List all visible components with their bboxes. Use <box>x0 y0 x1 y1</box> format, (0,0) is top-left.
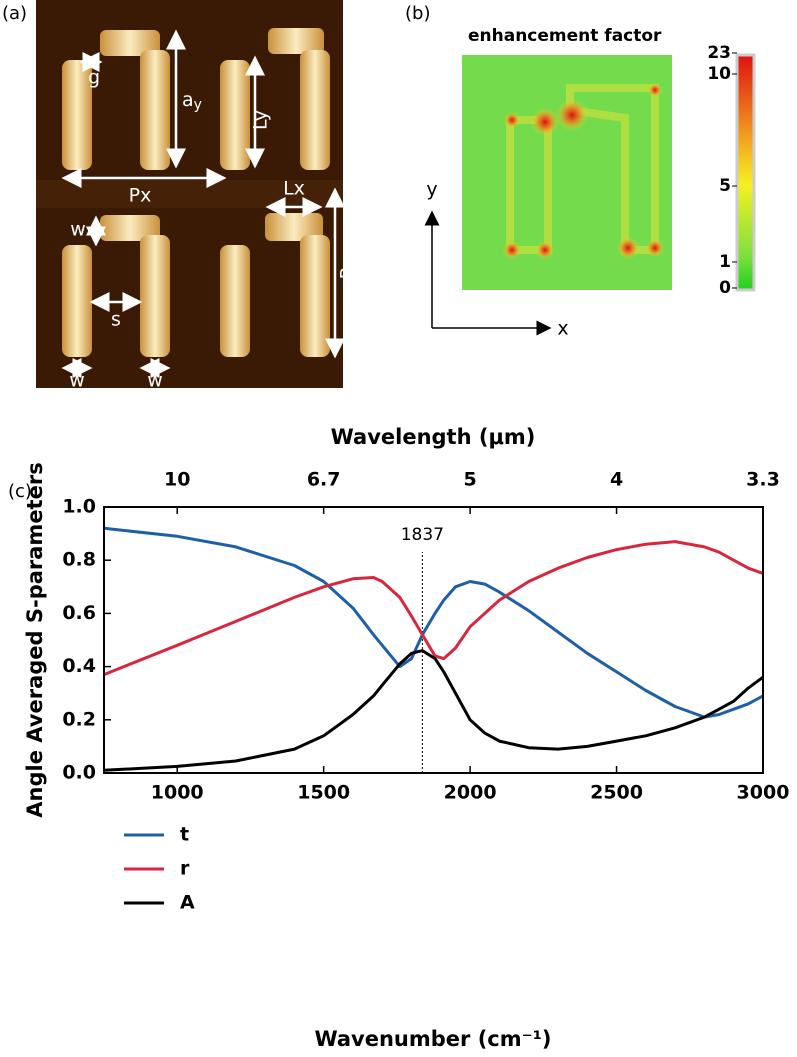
series-line <box>103 649 764 772</box>
plot-frame <box>103 506 764 774</box>
dim-label: a <box>182 89 194 111</box>
dim-label: Px <box>129 185 152 207</box>
dim-label: w <box>69 370 85 392</box>
x2-tick-label: 5 <box>463 469 476 491</box>
x2-axis-title: Wavelength (μm) <box>331 425 536 449</box>
series-line <box>103 540 764 676</box>
reference-label: 1837 <box>401 525 444 545</box>
dim-label: s <box>111 309 121 331</box>
legend-label: t <box>180 824 189 846</box>
y-tick-label: 0.4 <box>62 655 96 677</box>
dimension-arrows <box>61 29 345 378</box>
series-line <box>103 526 764 719</box>
panel-label: (a) <box>2 3 27 24</box>
axis-label: y <box>426 179 437 201</box>
dim-label: ay <box>182 89 202 114</box>
dim-label: Ly <box>250 110 272 130</box>
panel-label: (c) <box>8 481 32 502</box>
legend-label: A <box>180 892 195 914</box>
legend-label: r <box>180 858 190 880</box>
dim-label: w <box>70 219 86 241</box>
dim-label: Lx <box>283 178 305 200</box>
x2-tick-label: 6.7 <box>307 469 341 491</box>
colorbar <box>735 53 756 292</box>
hotspots <box>503 83 664 259</box>
x-tick-label: 3000 <box>737 782 790 804</box>
colorbar-tick-label: 0 <box>719 278 731 298</box>
y-tick-label: 0.2 <box>62 708 96 730</box>
axis-label: x <box>557 318 568 340</box>
x-tick-label: 2000 <box>444 782 497 804</box>
dim-label: Py <box>337 257 359 280</box>
x-tick-label: 2500 <box>590 782 643 804</box>
colorbar-tick-label: 23 <box>707 43 731 63</box>
x-tick-label: 1000 <box>151 782 204 804</box>
panel-label: (b) <box>405 3 430 24</box>
colorbar-tick-label: 1 <box>719 252 731 272</box>
y-tick-label: 0.8 <box>62 549 96 571</box>
y-axis-title: Angle Averaged S-parameters <box>23 462 47 817</box>
x2-tick-label: 10 <box>164 469 190 491</box>
x-axis-title: Wavenumber (cm⁻¹) <box>314 1027 551 1051</box>
panel-title: enhancement factor <box>468 26 662 46</box>
x2-tick-label: 3.3 <box>746 469 780 491</box>
dim-label: w <box>147 370 163 392</box>
dim-label: g <box>88 67 100 89</box>
x2-tick-label: 4 <box>610 469 623 491</box>
y-tick-label: 1.0 <box>62 496 96 518</box>
y-tick-label: 0.0 <box>62 762 96 784</box>
afm-structures <box>62 28 330 357</box>
y-tick-label: 0.6 <box>62 602 96 624</box>
colorbar-tick-label: 5 <box>719 176 731 196</box>
colorbar-tick-label: 10 <box>707 64 731 84</box>
x-tick-label: 1500 <box>297 782 350 804</box>
dim-label-sub: y <box>194 97 202 113</box>
